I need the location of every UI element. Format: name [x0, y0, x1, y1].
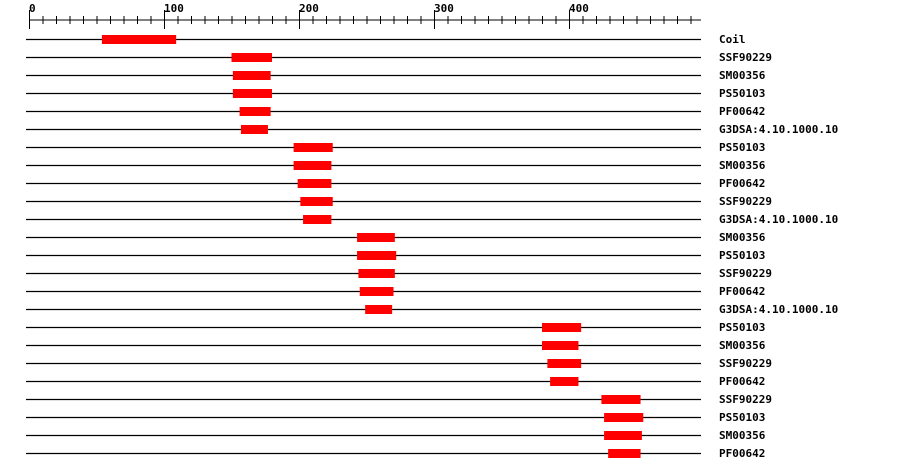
row-label: SSF90229 — [719, 357, 772, 370]
row-label: PF00642 — [719, 447, 765, 460]
domain-bar — [604, 431, 642, 440]
row-label: G3DSA:4.10.1000.10 — [719, 213, 838, 226]
x-tick-label: 200 — [299, 2, 319, 15]
domain-bar — [232, 89, 272, 98]
row-label: PS50103 — [719, 141, 765, 154]
row-label: SM00356 — [719, 69, 766, 82]
domain-bar — [300, 197, 333, 206]
row-label: PF00642 — [719, 375, 765, 388]
row-label: G3DSA:4.10.1000.10 — [719, 303, 838, 316]
domain-bar — [357, 233, 395, 242]
row-label: SSF90229 — [719, 195, 772, 208]
x-tick-label: 300 — [434, 2, 454, 15]
domain-bar — [542, 341, 579, 350]
row-label: SSF90229 — [719, 393, 772, 406]
domain-bar — [231, 53, 272, 62]
domain-bar — [297, 179, 332, 188]
domain-bar — [608, 449, 641, 458]
row-label: PF00642 — [719, 177, 765, 190]
domain-bar — [542, 323, 582, 332]
domain-bar — [357, 251, 397, 260]
row-label: PS50103 — [719, 411, 765, 424]
domain-bar — [293, 143, 333, 152]
row-label: G3DSA:4.10.1000.10 — [719, 123, 838, 136]
domain-bar — [358, 269, 395, 278]
domain-bar — [232, 71, 271, 80]
domain-bar — [550, 377, 579, 386]
domain-bar — [547, 359, 582, 368]
row-label: Coil — [719, 33, 746, 46]
domain-bar — [359, 287, 394, 296]
row-label: PF00642 — [719, 105, 765, 118]
domain-bar — [101, 35, 177, 44]
row-label: SM00356 — [719, 339, 766, 352]
domain-bar — [293, 161, 332, 170]
domain-bar — [365, 305, 393, 314]
domain-bar — [604, 413, 644, 422]
row-label: SSF90229 — [719, 51, 772, 64]
row-label: PS50103 — [719, 321, 765, 334]
domain-bar — [601, 395, 641, 404]
x-tick-label: 0 — [29, 2, 36, 15]
row-label: SM00356 — [719, 159, 766, 172]
row-label: SSF90229 — [719, 267, 772, 280]
x-tick-label: 400 — [569, 2, 589, 15]
row-label: SM00356 — [719, 231, 766, 244]
row-label: PS50103 — [719, 249, 765, 262]
row-label: PF00642 — [719, 285, 765, 298]
x-tick-label: 100 — [164, 2, 184, 15]
domain-bar — [240, 125, 268, 134]
row-label: SM00356 — [719, 429, 766, 442]
row-label: PS50103 — [719, 87, 765, 100]
domain-bar — [303, 215, 332, 224]
domain-bar — [239, 107, 271, 116]
